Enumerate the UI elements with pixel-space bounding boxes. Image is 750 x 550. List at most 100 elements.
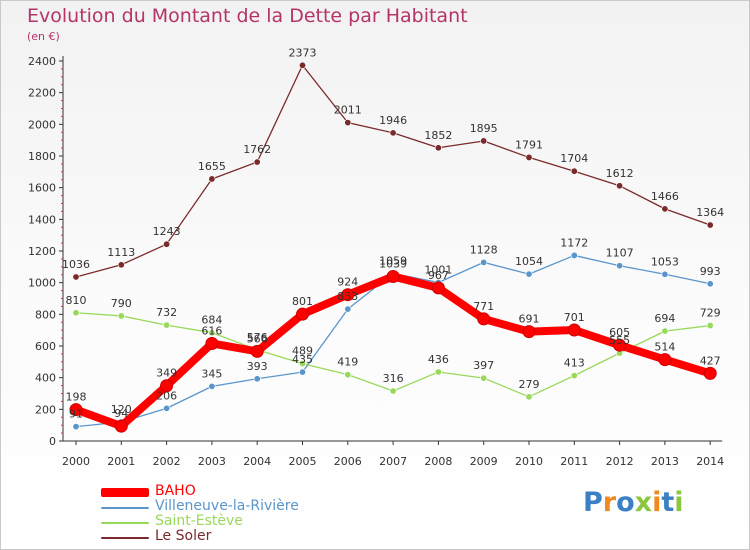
- data-point-saint-esteve: [298, 360, 306, 368]
- logo-letter: i: [674, 487, 684, 518]
- data-point-baho: [658, 353, 672, 367]
- data-point-baho: [205, 336, 219, 350]
- legend-label: BAHO: [155, 483, 196, 499]
- legend-swatch: [101, 507, 149, 509]
- y-tick-label: 2200: [28, 87, 56, 100]
- data-label-baho: 691: [519, 313, 540, 326]
- data-point-villeneuve-la-riviere: [298, 368, 306, 376]
- data-point-baho: [341, 288, 355, 302]
- data-point-villeneuve-la-riviere: [72, 423, 80, 431]
- proxiti-logo: Proxiti: [583, 487, 684, 518]
- data-label-villeneuve-la-riviere: 1054: [515, 255, 543, 268]
- data-label-saint-esteve: 316: [383, 372, 404, 385]
- data-point-villeneuve-la-riviere: [616, 262, 624, 270]
- data-label-baho: 616: [201, 324, 222, 337]
- data-label-le-soler: 1895: [470, 122, 498, 135]
- data-label-saint-esteve: 694: [654, 312, 675, 325]
- data-label-villeneuve-la-riviere: 1059: [379, 254, 407, 267]
- chart-title: Evolution du Montant de la Dette par Hab…: [27, 5, 468, 27]
- x-tick-label: 2005: [289, 455, 317, 468]
- data-label-baho: 566: [247, 332, 268, 345]
- data-point-villeneuve-la-riviere: [525, 270, 533, 278]
- legend-label: Villeneuve-la-Rivière: [155, 498, 299, 514]
- data-point-baho: [431, 281, 445, 295]
- data-point-le-soler: [117, 261, 125, 269]
- data-point-le-soler: [344, 119, 352, 127]
- data-label-baho: 1039: [379, 257, 407, 270]
- data-label-baho: 924: [337, 276, 358, 289]
- data-label-le-soler: 1036: [62, 258, 90, 271]
- data-point-saint-esteve: [163, 321, 171, 329]
- data-point-le-soler: [208, 175, 216, 183]
- data-point-saint-esteve: [480, 374, 488, 382]
- data-point-baho: [477, 312, 491, 326]
- data-point-le-soler: [389, 129, 397, 137]
- data-label-saint-esteve: 790: [111, 297, 132, 310]
- y-tick-label: 1800: [28, 150, 56, 163]
- data-label-le-soler: 1791: [515, 138, 543, 151]
- data-label-baho: 701: [564, 311, 585, 324]
- logo-letter: x: [634, 487, 653, 518]
- data-point-le-soler: [434, 144, 442, 152]
- data-point-le-soler: [163, 240, 171, 248]
- data-point-baho: [250, 344, 264, 358]
- y-tick-label: 2400: [28, 55, 56, 68]
- data-point-baho: [69, 403, 83, 417]
- data-label-le-soler: 1364: [696, 206, 724, 219]
- data-label-le-soler: 1946: [379, 114, 407, 127]
- data-label-villeneuve-la-riviere: 1053: [651, 255, 679, 268]
- y-tick-label: 800: [35, 308, 56, 321]
- legend-swatch: [101, 522, 149, 524]
- data-label-baho: 198: [66, 391, 87, 404]
- data-point-villeneuve-la-riviere: [661, 270, 669, 278]
- data-point-saint-esteve: [72, 309, 80, 317]
- data-point-villeneuve-la-riviere: [480, 258, 488, 266]
- data-label-saint-esteve: 397: [473, 359, 494, 372]
- data-label-saint-esteve: 413: [564, 357, 585, 370]
- series-layer: [69, 61, 717, 433]
- data-label-le-soler: 2011: [334, 104, 362, 117]
- x-tick-label: 2008: [424, 455, 452, 468]
- data-point-baho: [567, 323, 581, 337]
- data-label-villeneuve-la-riviere: 993: [700, 265, 721, 278]
- data-label-le-soler: 2373: [289, 46, 317, 59]
- data-point-baho: [160, 379, 174, 393]
- data-point-baho: [296, 307, 309, 321]
- logo-letter: r: [602, 487, 617, 518]
- data-label-saint-esteve: 279: [519, 378, 540, 391]
- x-tick-label: 2009: [470, 455, 498, 468]
- logo-letter: o: [616, 487, 635, 518]
- data-label-le-soler: 1704: [560, 152, 588, 165]
- data-label-saint-esteve: 729: [700, 307, 721, 320]
- data-point-le-soler: [706, 221, 714, 229]
- y-tick-label: 600: [35, 340, 56, 353]
- data-point-villeneuve-la-riviere: [570, 251, 578, 259]
- data-point-saint-esteve: [706, 322, 714, 330]
- data-label-le-soler: 1243: [153, 225, 181, 238]
- data-label-le-soler: 1762: [243, 143, 271, 156]
- data-label-villeneuve-la-riviere: 345: [201, 367, 222, 380]
- data-point-saint-esteve: [208, 329, 216, 337]
- data-label-saint-esteve: 732: [156, 306, 177, 319]
- data-point-saint-esteve: [570, 372, 578, 380]
- data-label-saint-esteve: 489: [292, 345, 313, 358]
- data-label-baho: 605: [609, 326, 630, 339]
- legend-label: Le Soler: [155, 528, 212, 544]
- data-point-saint-esteve: [525, 393, 533, 401]
- data-label-le-soler: 1612: [606, 167, 634, 180]
- data-label-baho: 514: [654, 341, 675, 354]
- data-point-baho: [522, 325, 536, 339]
- data-label-saint-esteve: 555: [609, 334, 630, 347]
- data-label-villeneuve-la-riviere: 1172: [560, 236, 588, 249]
- data-label-baho: 967: [428, 269, 449, 282]
- data-label-le-soler: 1466: [651, 190, 679, 203]
- data-label-saint-esteve: 436: [428, 353, 449, 366]
- x-tick-label: 2004: [243, 455, 271, 468]
- x-tick-label: 2000: [62, 455, 90, 468]
- data-label-le-soler: 1113: [107, 246, 135, 259]
- x-tick-label: 2003: [198, 455, 226, 468]
- logo-letter: t: [661, 487, 675, 518]
- data-point-villeneuve-la-riviere: [208, 382, 216, 390]
